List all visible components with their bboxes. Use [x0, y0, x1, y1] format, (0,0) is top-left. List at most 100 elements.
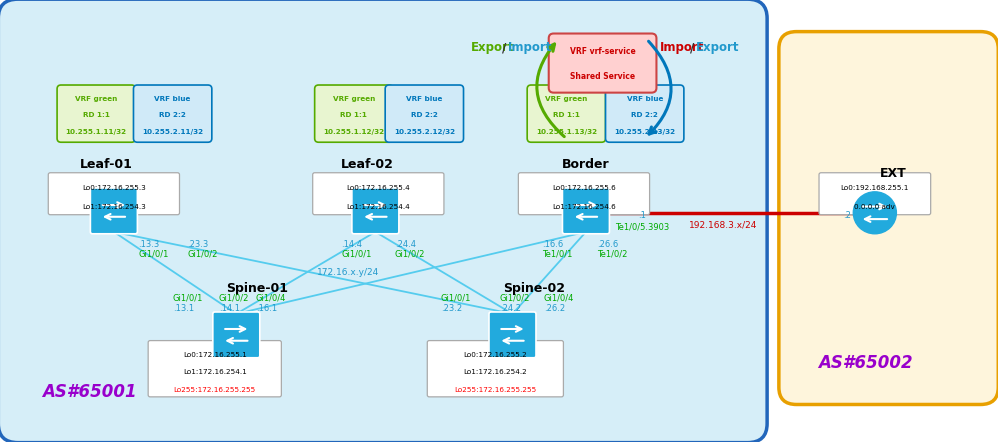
Text: Spine-01: Spine-01 — [227, 282, 288, 295]
Text: RD 2:2: RD 2:2 — [411, 112, 438, 118]
FancyBboxPatch shape — [213, 312, 259, 358]
Text: 10.255.1.13/32: 10.255.1.13/32 — [536, 129, 597, 135]
Text: VRF green: VRF green — [545, 96, 588, 102]
FancyBboxPatch shape — [134, 85, 212, 142]
FancyBboxPatch shape — [527, 85, 606, 142]
Text: Lo0:172.16.255.6: Lo0:172.16.255.6 — [552, 185, 616, 191]
Text: .13.3: .13.3 — [139, 240, 160, 248]
Text: /: / — [691, 41, 695, 54]
Text: .24.4: .24.4 — [395, 240, 416, 248]
Text: Gi1/0/1: Gi1/0/1 — [139, 249, 169, 258]
Text: VRF blue: VRF blue — [406, 96, 442, 102]
Text: .23.3: .23.3 — [188, 240, 209, 248]
Text: Lo255:172.16.255.255: Lo255:172.16.255.255 — [174, 387, 255, 392]
FancyBboxPatch shape — [314, 85, 393, 142]
FancyBboxPatch shape — [57, 85, 136, 142]
Text: .16.6: .16.6 — [542, 240, 563, 248]
Text: Lo0:192.168.255.1: Lo0:192.168.255.1 — [840, 185, 909, 191]
FancyBboxPatch shape — [48, 173, 180, 215]
FancyBboxPatch shape — [148, 341, 281, 397]
Text: .14.4: .14.4 — [341, 240, 362, 248]
Text: RD 1:1: RD 1:1 — [83, 112, 110, 118]
Text: Lo255:172.16.255.255: Lo255:172.16.255.255 — [454, 387, 537, 392]
Text: 10.255.2.13/32: 10.255.2.13/32 — [614, 129, 676, 135]
Text: .14.1: .14.1 — [219, 305, 240, 313]
Text: VRF vrf-service: VRF vrf-service — [570, 47, 636, 57]
Text: RD 2:2: RD 2:2 — [632, 112, 658, 118]
Text: 192.168.3.x/24: 192.168.3.x/24 — [689, 221, 757, 229]
Text: Gi1/0/1: Gi1/0/1 — [441, 294, 471, 303]
Text: .26.6: .26.6 — [597, 240, 618, 248]
FancyBboxPatch shape — [778, 32, 998, 404]
Text: AS#65001: AS#65001 — [42, 383, 137, 400]
FancyBboxPatch shape — [385, 85, 463, 142]
Text: 0.0.0.0 adv: 0.0.0.0 adv — [854, 204, 895, 210]
Text: .2: .2 — [843, 211, 851, 220]
Text: Gi1/0/2: Gi1/0/2 — [395, 249, 425, 258]
FancyBboxPatch shape — [518, 173, 650, 215]
Text: Lo0:172.16.255.3: Lo0:172.16.255.3 — [82, 185, 146, 191]
FancyBboxPatch shape — [312, 173, 444, 215]
Text: Gi1/0/4: Gi1/0/4 — [544, 294, 574, 303]
Text: VRF blue: VRF blue — [155, 96, 191, 102]
Text: 172.16.x.y/24: 172.16.x.y/24 — [316, 268, 379, 277]
Text: Gi1/0/2: Gi1/0/2 — [500, 294, 530, 303]
Text: 10.255.1.11/32: 10.255.1.11/32 — [66, 129, 127, 135]
Text: 10.255.2.11/32: 10.255.2.11/32 — [142, 129, 204, 135]
Text: .24.2: .24.2 — [500, 305, 521, 313]
FancyBboxPatch shape — [352, 188, 399, 234]
Text: Leaf-01: Leaf-01 — [80, 158, 133, 171]
Text: Shared Service: Shared Service — [570, 72, 635, 81]
Text: .13.1: .13.1 — [173, 305, 194, 313]
FancyBboxPatch shape — [489, 312, 536, 358]
FancyBboxPatch shape — [819, 173, 931, 215]
FancyArrowPatch shape — [649, 41, 671, 134]
Text: Lo1:172.16.254.4: Lo1:172.16.254.4 — [346, 204, 410, 210]
Text: Gi1/0/2: Gi1/0/2 — [188, 249, 218, 258]
Text: Lo1:172.16.254.1: Lo1:172.16.254.1 — [183, 369, 247, 375]
FancyBboxPatch shape — [549, 34, 657, 93]
Text: RD 1:1: RD 1:1 — [553, 112, 580, 118]
Text: Leaf-02: Leaf-02 — [341, 158, 394, 171]
FancyBboxPatch shape — [427, 341, 564, 397]
Text: Gi1/0/2: Gi1/0/2 — [219, 294, 250, 303]
Text: .1: .1 — [638, 211, 646, 220]
Text: VRF green: VRF green — [75, 96, 118, 102]
Text: AS#65002: AS#65002 — [818, 354, 912, 372]
Text: Spine-02: Spine-02 — [503, 282, 565, 295]
Text: VRF green: VRF green — [332, 96, 375, 102]
Text: EXT: EXT — [880, 167, 906, 180]
Text: Lo0:172.16.255.2: Lo0:172.16.255.2 — [463, 352, 527, 358]
FancyBboxPatch shape — [0, 0, 767, 442]
Text: 10.255.2.12/32: 10.255.2.12/32 — [394, 129, 455, 135]
FancyBboxPatch shape — [91, 188, 138, 234]
Text: .23.2: .23.2 — [441, 305, 462, 313]
Text: .26.2: .26.2 — [544, 305, 565, 313]
Text: .16.1: .16.1 — [255, 305, 277, 313]
Text: Gi1/0/1: Gi1/0/1 — [173, 294, 203, 303]
Text: Lo1:172.16.254.6: Lo1:172.16.254.6 — [552, 204, 616, 210]
Text: RD 2:2: RD 2:2 — [160, 112, 186, 118]
Text: Te1/0/2: Te1/0/2 — [597, 249, 627, 258]
Circle shape — [853, 192, 896, 234]
Text: Te1/0/5.3903: Te1/0/5.3903 — [616, 222, 670, 231]
Text: RD 1:1: RD 1:1 — [340, 112, 367, 118]
Text: Gi1/0/1: Gi1/0/1 — [341, 249, 371, 258]
Text: Lo0:172.16.255.4: Lo0:172.16.255.4 — [346, 185, 410, 191]
FancyBboxPatch shape — [563, 188, 610, 234]
Text: Lo1:172.16.254.3: Lo1:172.16.254.3 — [82, 204, 146, 210]
Text: /: / — [502, 41, 507, 54]
Text: VRF blue: VRF blue — [627, 96, 663, 102]
Text: Lo1:172.16.254.2: Lo1:172.16.254.2 — [463, 369, 527, 375]
Text: Export: Export — [471, 41, 515, 54]
Text: Import: Import — [507, 41, 552, 54]
Text: Gi1/0/4: Gi1/0/4 — [255, 294, 286, 303]
FancyArrowPatch shape — [537, 44, 564, 137]
Text: Te1/0/1: Te1/0/1 — [542, 249, 572, 258]
Text: Lo0:172.16.255.1: Lo0:172.16.255.1 — [183, 352, 247, 358]
FancyBboxPatch shape — [606, 85, 684, 142]
Text: 10.255.1.12/32: 10.255.1.12/32 — [323, 129, 384, 135]
Text: Import: Import — [660, 41, 704, 54]
Text: Border: Border — [562, 158, 609, 171]
Text: Export: Export — [696, 41, 739, 54]
